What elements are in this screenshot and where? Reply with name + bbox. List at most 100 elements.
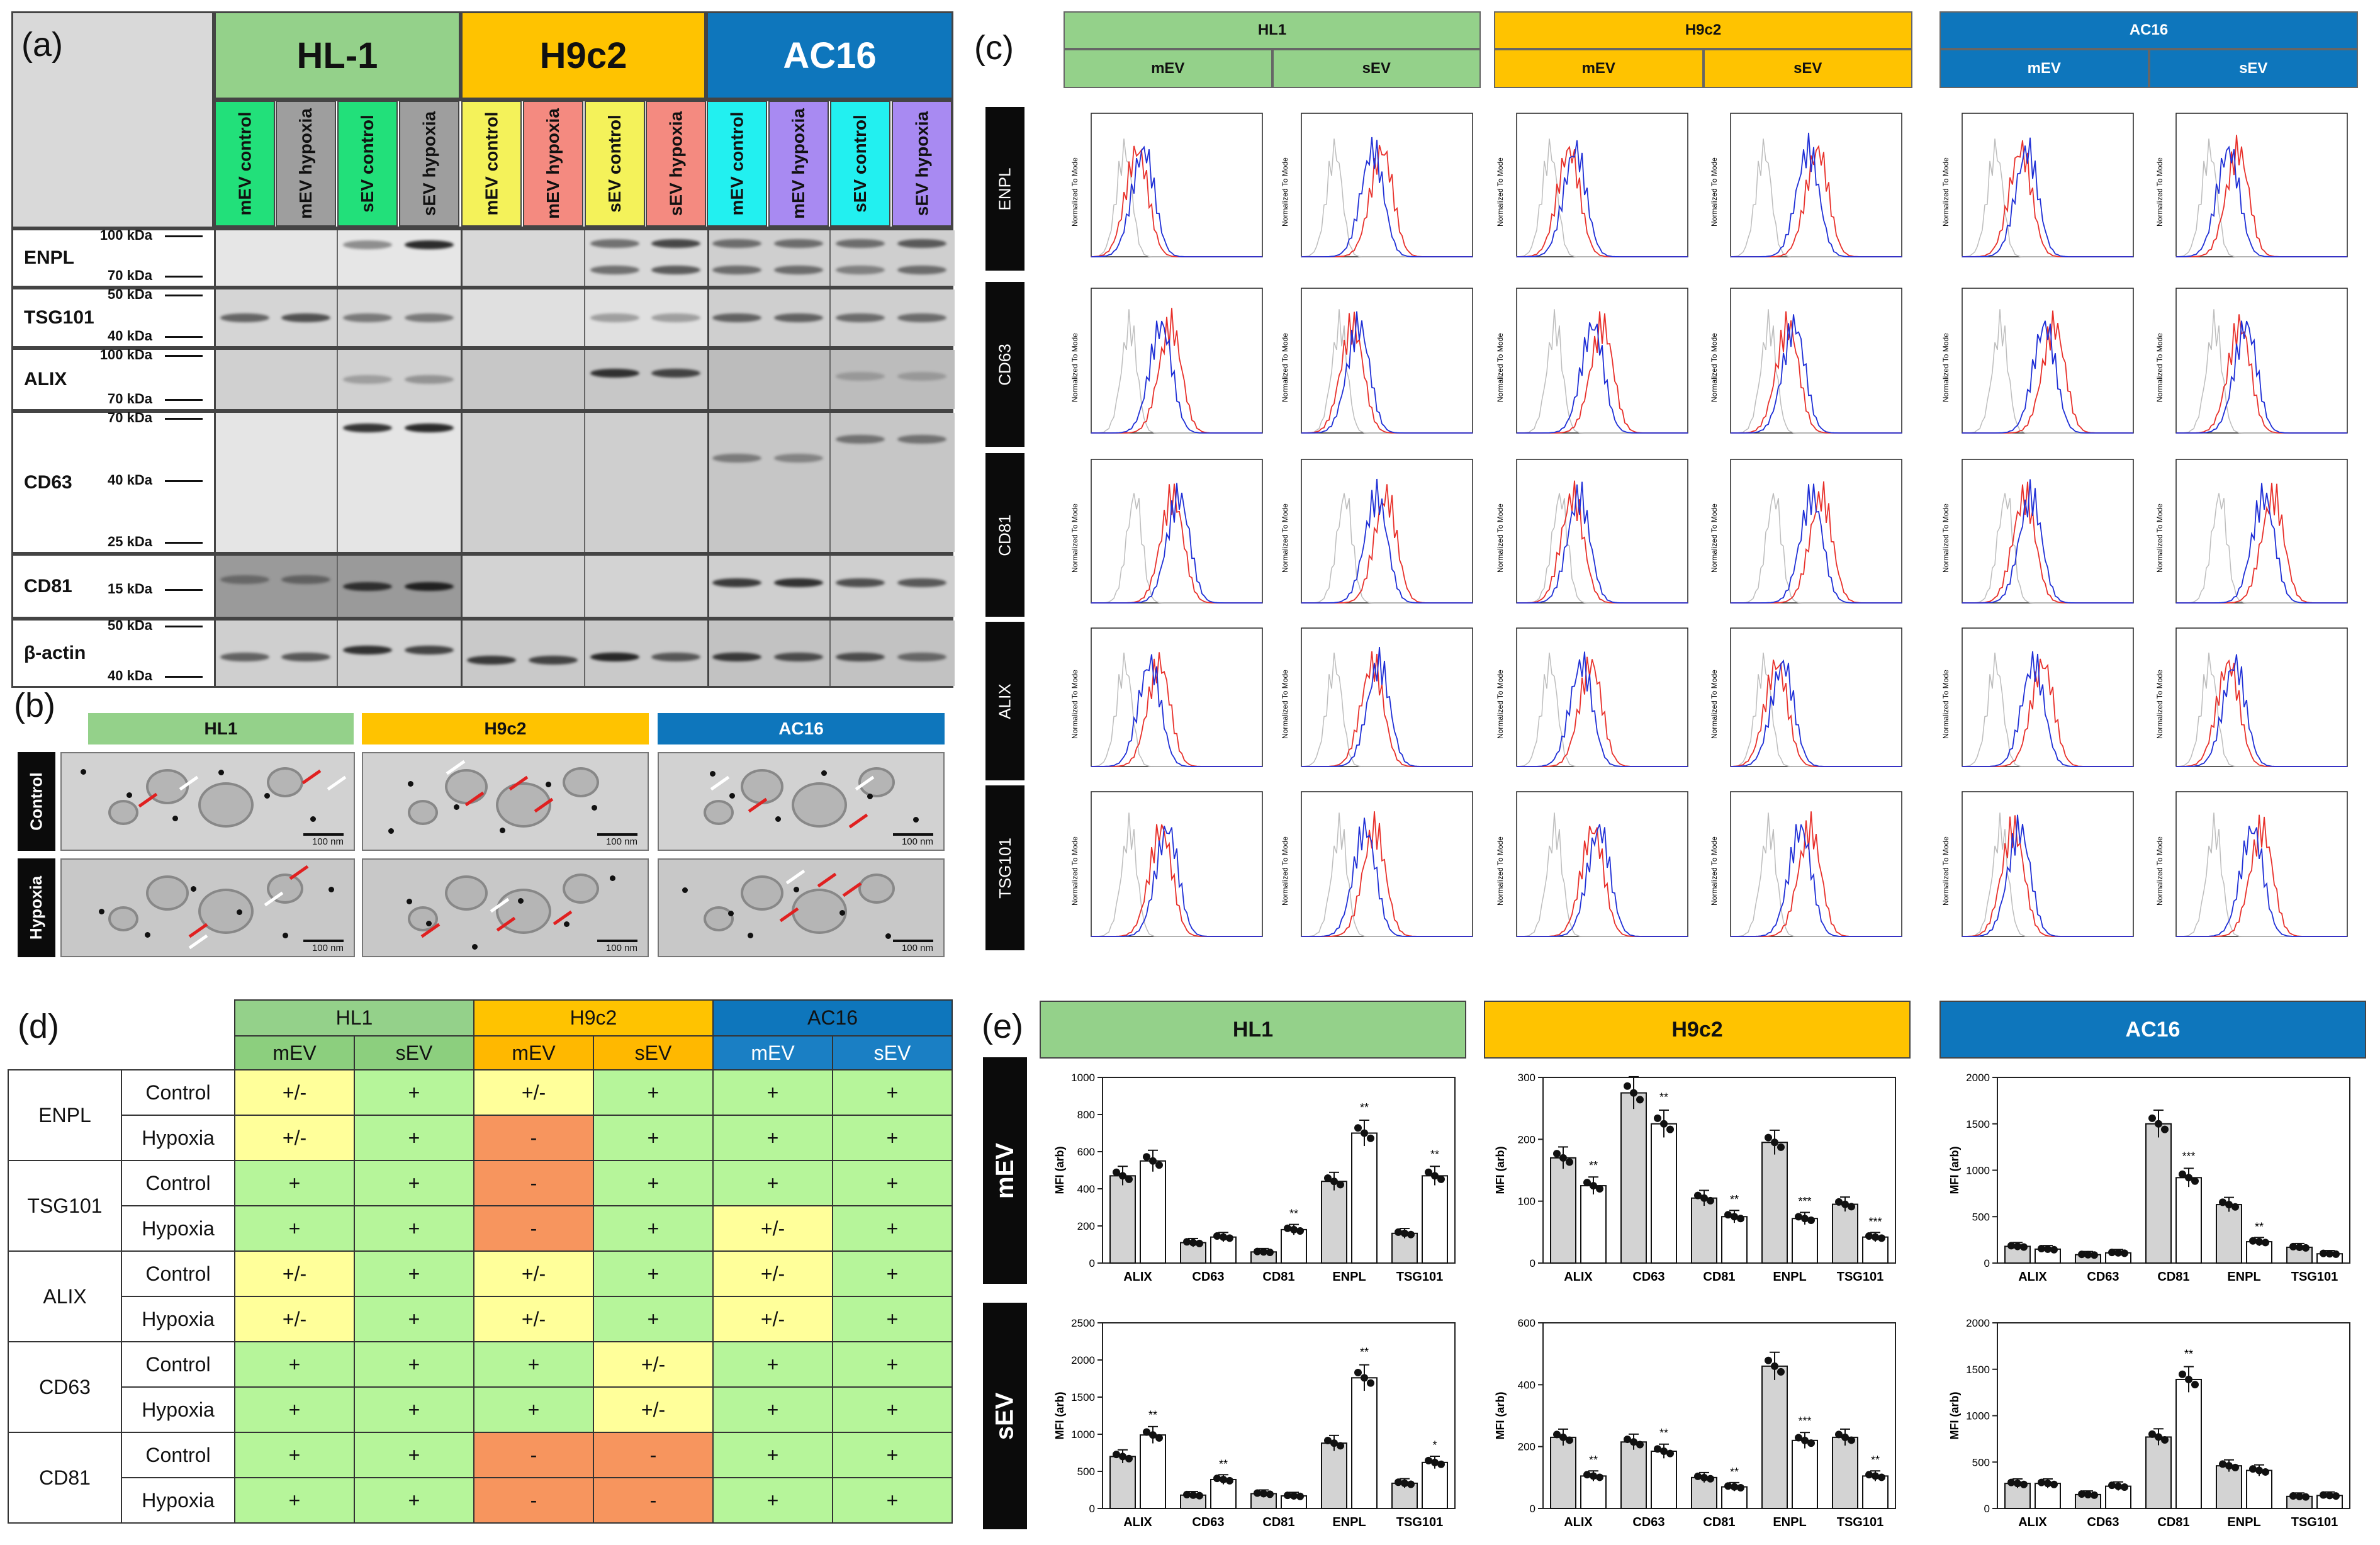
kda-label: 15 kDa (108, 580, 152, 597)
blot-band (405, 424, 454, 433)
bar-hypoxia (1651, 1123, 1677, 1264)
bar-datapoint (2289, 1492, 2297, 1500)
lane-label: sEV hypoxia (399, 101, 459, 227)
blot-row-label: TSG101 (24, 307, 94, 328)
bar-control (1321, 1442, 1347, 1509)
bar-hypoxia (1351, 1377, 1378, 1510)
bar-control (1832, 1203, 1858, 1264)
flow-ylabel: Normalized To Mode (1281, 157, 1289, 227)
em-vesicle (267, 767, 303, 798)
table-marker: CD81 (8, 1432, 122, 1524)
blot-band (220, 575, 269, 585)
bar-datapoint (2191, 1177, 2199, 1185)
lane-label: mEV control (215, 101, 275, 227)
bar-datapoint (2185, 1375, 2192, 1383)
em-vesicle (108, 800, 138, 826)
bar-ytick-label: 200 (1518, 1133, 1535, 1145)
bar-datapoint (2179, 1170, 2186, 1178)
flow-marker-label: CD63 (985, 282, 1024, 447)
em-scale-bar (597, 940, 637, 942)
blot-band (343, 240, 392, 250)
bar-datapoint (2219, 1198, 2226, 1206)
flow-ylabel: Normalized To Mode (1496, 157, 1505, 227)
bar-datapoint (1425, 1456, 1432, 1464)
flow-ylabel: Normalized To Mode (1941, 670, 1950, 739)
bar-hypoxia (2316, 1253, 2343, 1264)
bar-hypoxia (1281, 1228, 1307, 1264)
flow-plot-frame (1301, 459, 1473, 604)
flow-ylabel: Normalized To Mode (1070, 503, 1079, 573)
blot-band (590, 652, 639, 661)
bar-significance: ** (1219, 1458, 1228, 1470)
bar-datapoint (1724, 1482, 1732, 1490)
bar-datapoint (1636, 1096, 1644, 1104)
flow-ylabel: Normalized To Mode (1941, 333, 1950, 402)
bar-hypoxia (1792, 1218, 1818, 1264)
bar-datapoint (1155, 1161, 1163, 1169)
flow-ylabel: Normalized To Mode (1281, 333, 1289, 402)
flow-histogram: Normalized To Mode (1496, 288, 1688, 434)
flow-plot-frame (1962, 288, 2134, 434)
bar-hypoxia (1580, 1475, 1607, 1509)
kda-tick (165, 336, 203, 338)
flow-plot-frame (1091, 627, 1263, 767)
lane-label-text: sEV control (850, 115, 870, 213)
bar-ytick-label: 1000 (1071, 1072, 1095, 1084)
table-condition: Hypoxia (121, 1205, 235, 1252)
bar-hypoxia (1210, 1236, 1237, 1264)
table-group-header: HL1 (234, 999, 474, 1037)
lane-label: sEV hypoxia (646, 101, 706, 227)
flow-ylabel: Normalized To Mode (2155, 836, 2164, 906)
flow-plot-frame (2175, 288, 2348, 434)
bar-datapoint (1630, 1089, 1637, 1097)
bar-ytick-label: 0 (1530, 1503, 1535, 1515)
table-cell: +/- (712, 1250, 833, 1297)
table-cell: + (832, 1069, 953, 1116)
flow-marker-text: CD81 (995, 514, 1014, 556)
table-cell: + (832, 1250, 953, 1297)
bar-datapoint (1226, 1476, 1233, 1485)
lane-label-text: mEV hypoxia (296, 108, 315, 219)
table-cell: + (354, 1250, 474, 1297)
flow-group-name: H9c2 (1685, 21, 1722, 38)
table-condition: Hypoxia (121, 1296, 235, 1342)
bar-plot-frame (1542, 1322, 1896, 1509)
table-cell: + (832, 1296, 953, 1342)
bar-ytick-label: 2000 (1966, 1317, 1990, 1329)
em-scale-label: 100 nm (312, 836, 344, 847)
flow-ylabel: Normalized To Mode (1710, 157, 1719, 227)
bar-datapoint (1407, 1480, 1415, 1488)
flow-marker-label: ENPL (985, 107, 1024, 271)
bar-datapoint (1149, 1431, 1157, 1439)
bar-control (1691, 1197, 1717, 1264)
flow-curve-hypoxia (1731, 659, 1902, 767)
bar-ytick-label: 100 (1518, 1196, 1535, 1208)
bar-datapoint (2114, 1482, 2122, 1490)
flow-histogram: Normalized To Mode (2155, 459, 2348, 604)
bar-datapoint (1324, 1174, 1332, 1183)
bar-datapoint (1266, 1490, 1274, 1498)
bar-ytick-label: 600 (1077, 1146, 1095, 1158)
bar-significance: ** (2184, 1347, 2193, 1360)
flow-curve-hypoxia (1731, 314, 1902, 434)
flow-group-header: AC16 (1939, 11, 2358, 49)
bar-datapoint (2155, 1120, 2162, 1128)
bar-datapoint (1431, 1172, 1439, 1180)
bar-datapoint (2219, 1460, 2226, 1468)
blot-band (712, 453, 761, 463)
bar-datapoint (2121, 1249, 2128, 1257)
bar-category-label: ENPL (1773, 1270, 1806, 1284)
bar-datapoint (1737, 1483, 1744, 1492)
em-gold-particle (328, 887, 334, 892)
em-red-arrow (301, 769, 322, 785)
bar-control (2075, 1493, 2101, 1509)
bar-significance: ** (1148, 1408, 1157, 1421)
bar-datapoint (1290, 1492, 1298, 1500)
bar-datapoint (1143, 1428, 1150, 1436)
flow-marker-label: TSG101 (985, 785, 1024, 950)
em-vesicle (740, 768, 783, 804)
blot-band (897, 435, 946, 444)
em-gold-particle (775, 816, 781, 822)
flow-ylabel: Normalized To Mode (1710, 836, 1719, 906)
blot-separator (829, 230, 831, 286)
